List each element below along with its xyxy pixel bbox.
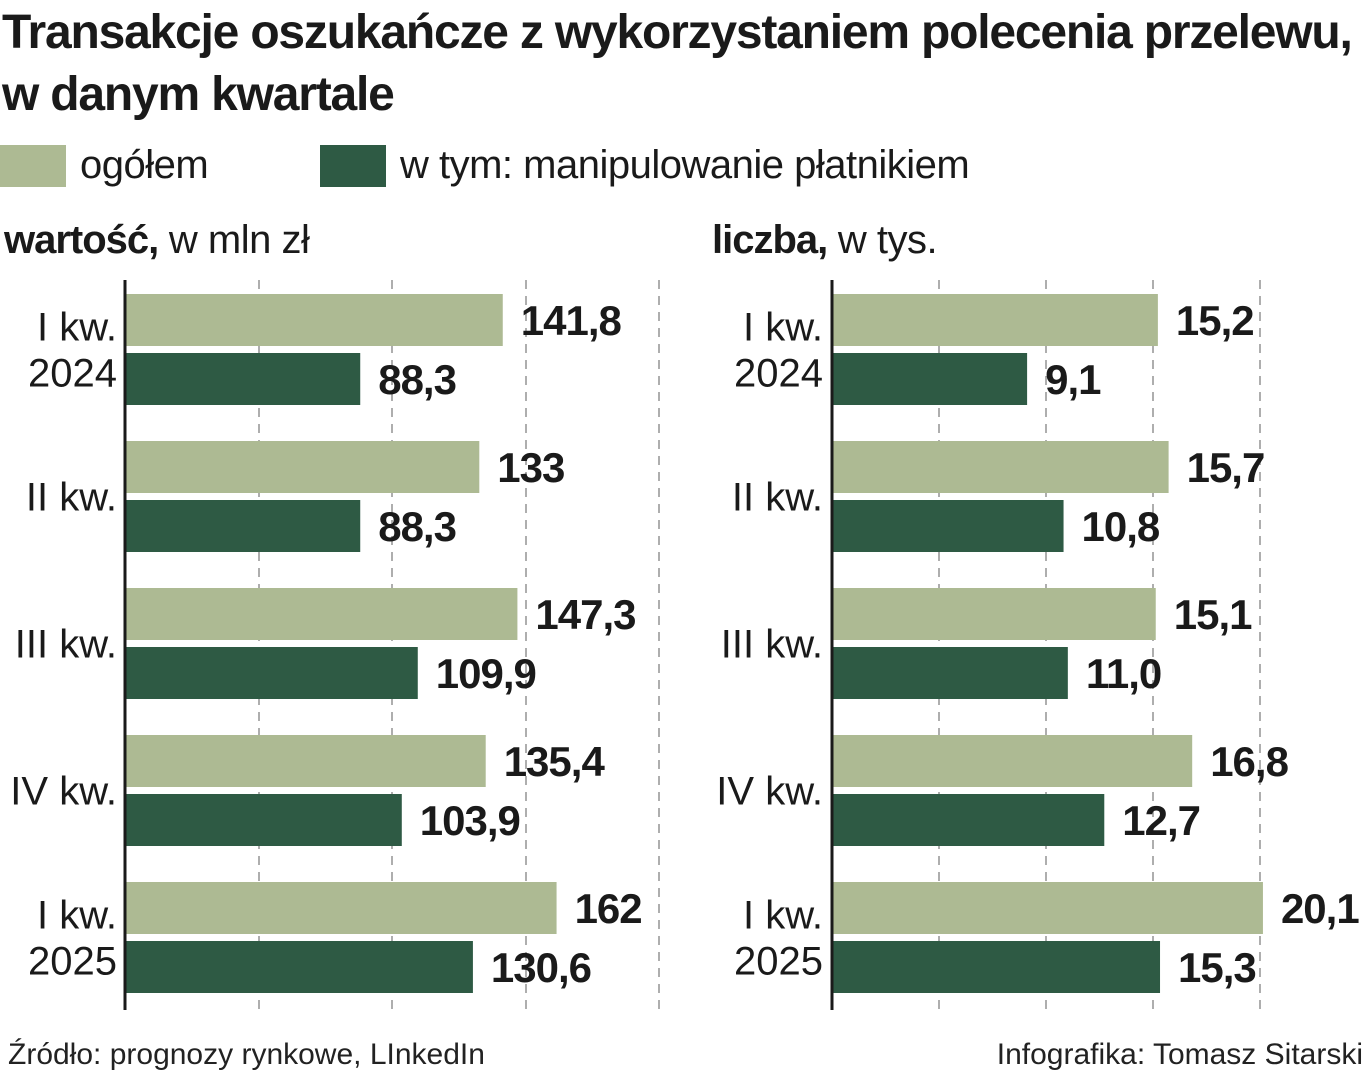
value-bar-subset xyxy=(125,794,402,846)
legend-swatch-total xyxy=(0,144,66,187)
count-category-label: I kw. 2024 xyxy=(734,306,823,396)
count-category-label: III kw. xyxy=(721,623,823,667)
legend-swatch-subset xyxy=(320,144,386,187)
legend-item-total: ogółem xyxy=(0,143,209,188)
value-value-label-subset: 88,3 xyxy=(378,356,456,403)
value-category-label: II kw. xyxy=(26,476,117,520)
count-bar-total xyxy=(832,294,1158,346)
value-value-label-subset: 109,9 xyxy=(436,650,536,697)
value-value-label-total: 133 xyxy=(497,444,564,491)
value-value-label-subset: 103,9 xyxy=(420,797,520,844)
count-bar-total xyxy=(832,441,1169,493)
value-bar-subset xyxy=(125,941,473,993)
value-bar-total xyxy=(125,441,480,493)
credit-note: Infografika: Tomasz Sitarski xyxy=(996,1038,1363,1071)
count-bar-total xyxy=(832,735,1193,787)
value-value-label-total: 162 xyxy=(575,885,642,932)
count-bar-subset xyxy=(832,353,1028,405)
value-category-label: IV kw. xyxy=(10,770,117,814)
count-bar-subset xyxy=(832,647,1068,699)
value-bar-chart: I kw. 2024 141,8 88,3 II kw. 133 88,3 III kw. 14… xyxy=(10,280,660,1010)
value-bar-subset xyxy=(125,353,361,405)
value-value-label-subset: 88,3 xyxy=(378,503,456,550)
count-category-label: II kw. xyxy=(732,476,823,520)
count-bar-subset xyxy=(832,941,1161,993)
value-category-label: III kw. xyxy=(15,623,117,667)
count-category-label: I kw. 2025 xyxy=(734,894,823,984)
legend-label-total: ogółem xyxy=(80,143,209,187)
count-value-label-subset: 9,1 xyxy=(1045,356,1101,403)
count-bar-total xyxy=(832,588,1156,640)
count-bar-subset xyxy=(832,500,1064,552)
count-bar-subset xyxy=(832,794,1105,846)
value-value-label-total: 135,4 xyxy=(504,738,606,785)
value-category-label: I kw. 2024 xyxy=(28,306,117,396)
panel-heading-value: wartość, w mln zł xyxy=(4,218,310,263)
panel-heading-value-bold: wartość, xyxy=(4,218,159,262)
count-value-label-total: 20,1 xyxy=(1281,885,1359,932)
value-bar-total xyxy=(125,735,486,787)
count-bar-chart: I kw. 2024 15,2 9,1 II kw. 15,7 10,8 III kw. 15,… xyxy=(716,280,1360,1010)
legend-item-subset: w tym: manipulowanie płatnikiem xyxy=(320,143,970,188)
value-value-label-total: 141,8 xyxy=(521,297,622,344)
value-category-label: I kw. 2025 xyxy=(28,894,117,984)
value-bar-total xyxy=(125,588,518,640)
value-bar-total xyxy=(125,882,557,934)
panel-heading-value-rest: w mln zł xyxy=(158,218,310,262)
legend-label-subset: w tym: manipulowanie płatnikiem xyxy=(400,143,970,187)
value-value-label-total: 147,3 xyxy=(535,591,635,638)
count-value-label-total: 15,7 xyxy=(1187,444,1265,491)
value-bar-subset xyxy=(125,500,361,552)
count-value-label-total: 15,2 xyxy=(1176,297,1254,344)
source-note: Źródło: prognozy rynkowe, LInkedIn xyxy=(8,1038,485,1071)
chart-title: Transakcje oszukańcze z wykorzystaniem p… xyxy=(2,6,1353,121)
panel-heading-count: liczba, w tys. xyxy=(712,218,938,263)
count-value-label-subset: 11,0 xyxy=(1086,650,1161,697)
count-value-label-subset: 12,7 xyxy=(1122,797,1200,844)
panel-heading-count-rest: w tys. xyxy=(827,218,938,262)
count-value-label-total: 16,8 xyxy=(1210,738,1288,785)
value-bar-subset xyxy=(125,647,418,699)
value-value-label-subset: 130,6 xyxy=(491,944,591,991)
value-bar-total xyxy=(125,294,503,346)
count-category-label: IV kw. xyxy=(716,770,823,814)
count-value-label-subset: 10,8 xyxy=(1082,503,1160,550)
panel-heading-count-bold: liczba, xyxy=(712,218,828,262)
count-bar-total xyxy=(832,882,1263,934)
count-value-label-total: 15,1 xyxy=(1174,591,1252,638)
count-value-label-subset: 15,3 xyxy=(1178,944,1256,991)
